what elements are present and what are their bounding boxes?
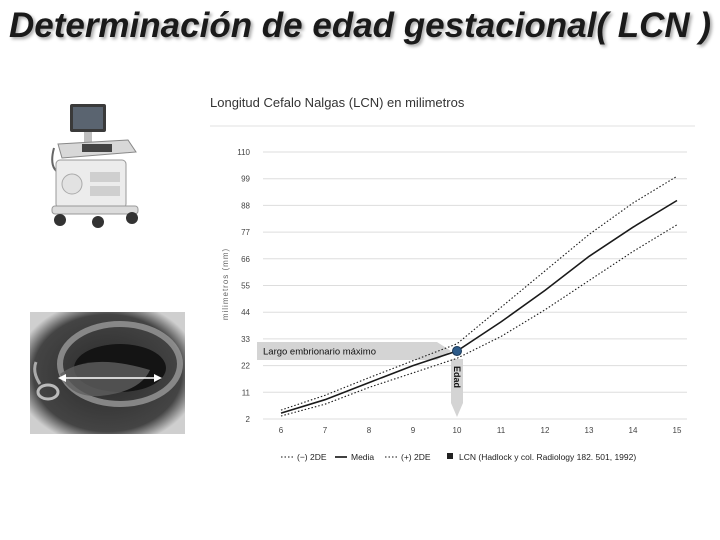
y-tick-label: 88 xyxy=(241,201,250,210)
chart-title: Longitud Cefalo Nalgas (LCN) en milimetr… xyxy=(210,95,465,110)
vertical-annotation-arrow xyxy=(451,359,463,417)
vertical-annotation-label: Edad xyxy=(452,366,462,388)
annotation-arrows: Largo embrionario máximo Edad xyxy=(257,342,463,417)
legend-label: Media xyxy=(351,452,374,462)
y-tick-label: 22 xyxy=(241,362,250,371)
y-tick-label: 77 xyxy=(241,228,250,237)
x-tick-label: 10 xyxy=(453,426,462,435)
horizontal-annotation-label: Largo embrionario máximo xyxy=(263,347,376,358)
x-tick-label: 12 xyxy=(541,426,550,435)
y-tick-label: 11 xyxy=(242,388,251,397)
y-tick-label: 110 xyxy=(237,148,250,157)
slide-title: Determinación de edad gestacional( LCN ) xyxy=(8,6,712,45)
x-tick-label: 11 xyxy=(497,426,506,435)
x-tick-label: 6 xyxy=(279,426,284,435)
legend-label: (+) 2DE xyxy=(401,452,431,462)
legend: (−) 2DE Media (+) 2DE LCN (Hadlock y col. R… xyxy=(281,452,636,462)
ultrasound-scan-image xyxy=(30,312,185,434)
y-tick-label: 44 xyxy=(241,308,250,317)
series-line xyxy=(280,224,678,417)
x-tick-label: 7 xyxy=(323,426,328,435)
ultrasound-machine-icon xyxy=(51,104,139,228)
y-tick-label: 2 xyxy=(246,415,251,424)
marker-layer xyxy=(452,346,462,357)
legend-marker-swatch xyxy=(447,453,453,459)
x-tick-label: 9 xyxy=(411,426,416,435)
series-line xyxy=(280,199,678,414)
y-tick-label: 99 xyxy=(241,175,250,184)
crl-chart: Longitud Cefalo Nalgas (LCN) en milimetr… xyxy=(210,95,695,462)
legend-label: LCN (Hadlock y col. Radiology 182. 501, … xyxy=(459,452,636,462)
x-tick-label: 14 xyxy=(629,426,638,435)
grid xyxy=(263,151,687,420)
legend-label: (−) 2DE xyxy=(297,452,327,462)
horizontal-annotation-arrow xyxy=(257,342,451,361)
x-tick-label: 8 xyxy=(367,426,372,435)
x-tick-label: 13 xyxy=(585,426,594,435)
y-tick-label: 66 xyxy=(241,255,250,264)
x-tick-label: 15 xyxy=(673,426,682,435)
series-line xyxy=(280,175,678,411)
y-axis-label: milimetros (mm) xyxy=(221,248,230,320)
y-tick-label: 55 xyxy=(241,282,250,291)
series-lines xyxy=(280,175,678,417)
y-tick-label: 33 xyxy=(241,335,250,344)
data-point-marker xyxy=(452,346,462,357)
tick-labels: 2 11 22 33 44 55 66 77 88 99 110 6 7 8 9 10 11 12 13 14 15 xyxy=(237,148,682,435)
